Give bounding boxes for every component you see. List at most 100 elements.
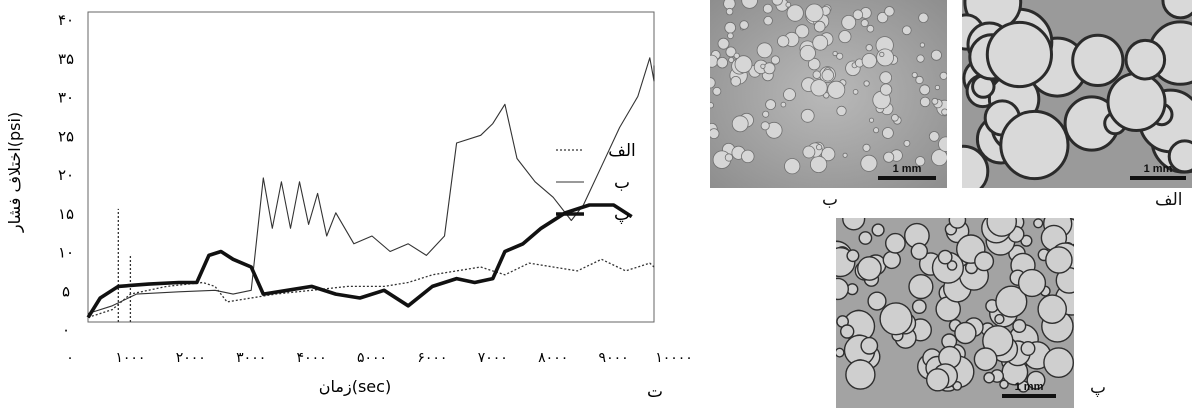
bubble [911, 299, 927, 315]
bubble [777, 35, 790, 48]
legend-label: ب [614, 173, 630, 193]
bubble [821, 69, 835, 82]
bubble [941, 108, 947, 116]
bubble [919, 84, 931, 96]
bubble [867, 291, 887, 311]
bubble [1045, 246, 1073, 274]
bubble [871, 223, 885, 237]
bubble [1106, 72, 1167, 132]
bubble [928, 131, 940, 142]
bubble [725, 46, 737, 58]
bubble [839, 324, 855, 339]
y-tick-label: ۲۵ [58, 127, 74, 145]
bubble [1071, 33, 1125, 88]
bubble [985, 20, 1053, 89]
bubble [999, 109, 1070, 181]
bubble [902, 25, 912, 36]
bubble [780, 101, 787, 108]
bubble [816, 144, 823, 151]
bubble [915, 156, 926, 167]
bubble [930, 49, 942, 61]
bubble [710, 102, 714, 109]
bubble [836, 105, 847, 117]
bubble [973, 347, 998, 372]
bubble [908, 273, 934, 300]
bubble [710, 77, 716, 89]
bubble [813, 20, 826, 33]
bubble [931, 97, 939, 105]
bubble [879, 71, 893, 84]
series-line-2 [86, 203, 633, 319]
legend-label: الف [608, 141, 636, 161]
bubble [842, 218, 866, 231]
bubble [786, 4, 804, 22]
micrograph-pe: 1 mm [836, 218, 1074, 408]
x-axis-label: زمان(sec) [319, 377, 391, 397]
bubble [765, 99, 776, 110]
bubble [937, 249, 953, 265]
bubble [954, 321, 977, 345]
bubble [1020, 340, 1036, 356]
bubble [919, 96, 931, 108]
series-layer [86, 57, 655, 322]
y-tick-label: ۱۵ [58, 205, 74, 223]
bubble [783, 88, 796, 101]
x-tick-label: ۲۰۰۰ [176, 350, 206, 366]
scalebar-alef-text: 1 mm [1144, 163, 1173, 175]
bubble [876, 48, 895, 67]
bubble [891, 114, 899, 122]
bubble [983, 371, 995, 384]
bubble [842, 152, 848, 158]
bubble [884, 6, 895, 17]
bubble [1033, 218, 1044, 229]
bubble [724, 153, 733, 162]
bubble [863, 80, 870, 87]
bubble [785, 1, 792, 8]
bubble [861, 53, 877, 69]
x-tick-label: ۸۰۰۰ [538, 350, 568, 366]
bubble [915, 75, 924, 85]
bubble [857, 256, 882, 281]
bubble [832, 50, 838, 57]
bubble [730, 76, 742, 87]
bubble [860, 336, 879, 355]
x-tick-label: ۳۰۰۰ [236, 350, 266, 366]
bubble [770, 55, 781, 65]
bubble [860, 154, 878, 172]
panel-label-b: ب [822, 190, 839, 210]
bubble [712, 86, 722, 96]
bubble [974, 251, 995, 272]
bubble [852, 9, 864, 20]
bubble [756, 42, 773, 59]
bubble [795, 24, 810, 39]
bubble [910, 242, 929, 260]
y-tick-label: ۳۰ [58, 89, 74, 107]
y-tick-label: ۲۰ [58, 166, 74, 184]
y-tick-label: ۴۰ [58, 11, 74, 29]
bubble [812, 34, 829, 51]
x-tick-label: ۰ [66, 350, 74, 366]
bubble [860, 19, 869, 28]
bubble [1043, 347, 1074, 378]
bubble [883, 151, 895, 163]
bubble [918, 12, 929, 23]
bubble [771, 0, 783, 6]
bubble [866, 24, 875, 33]
bubble [741, 0, 758, 9]
bubble [799, 44, 816, 62]
bubble [1026, 370, 1046, 390]
bubble [762, 3, 773, 14]
x-tick-label: ۷۰۰۰ [478, 350, 508, 366]
bubble [741, 149, 755, 164]
bubble [962, 144, 990, 188]
y-tick-label: ۳۵ [58, 50, 74, 68]
x-tick-label: ۵۰۰۰ [357, 350, 387, 366]
micrograph-alef-image: 1 mm [962, 0, 1192, 188]
y-tick-label: ۰ [62, 321, 70, 339]
panel-label-pe: پ [1090, 378, 1107, 398]
bubble [877, 12, 889, 24]
bubble [724, 21, 737, 34]
bubble [836, 347, 845, 358]
plot-frame [87, 11, 655, 323]
bubble [739, 20, 749, 30]
